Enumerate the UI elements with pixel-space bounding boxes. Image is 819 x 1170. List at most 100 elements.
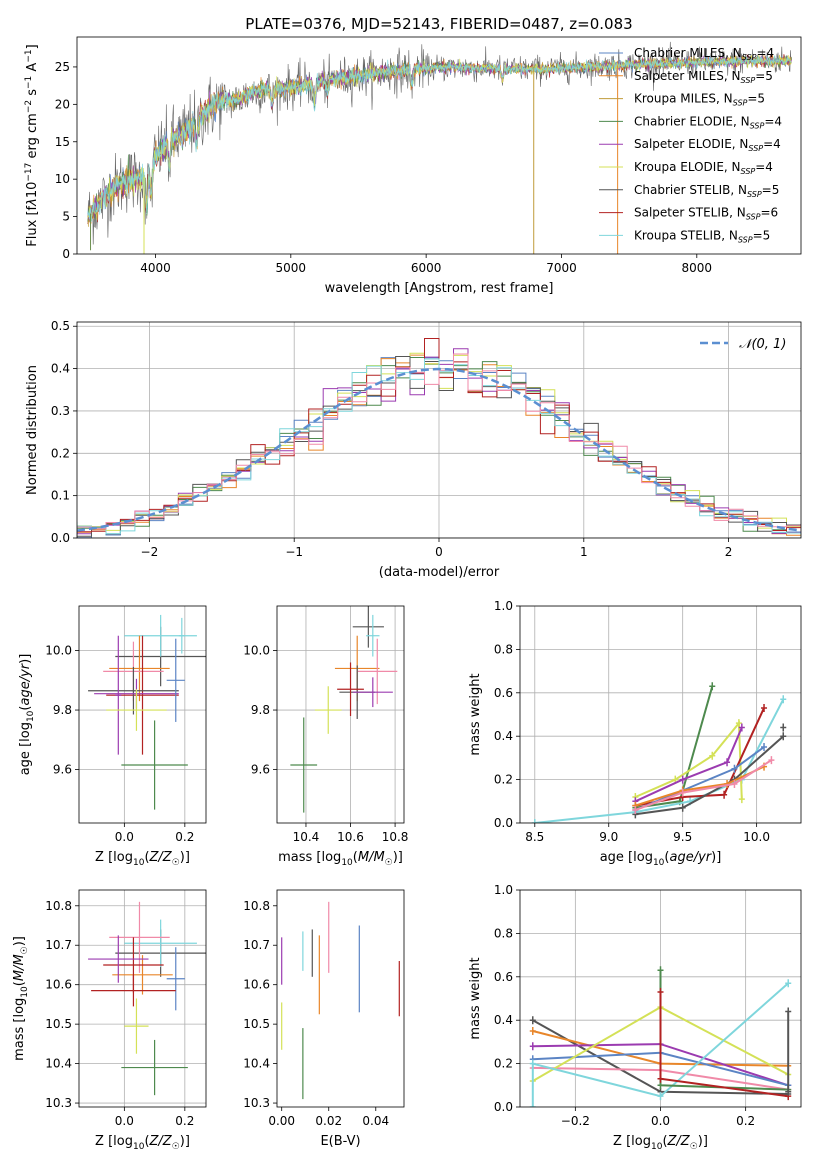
metallicity-weight-marker (529, 1027, 536, 1036)
label-part: 10 (25, 182, 40, 199)
age-metallicity-point (178, 617, 185, 654)
label-part: ☉ (385, 858, 393, 868)
label-part: Z/Z (149, 850, 173, 865)
y-tick-label: 25 (55, 60, 70, 74)
y-tick-label: 10.4 (243, 1057, 270, 1071)
plot-area (520, 890, 801, 1107)
x-axis-label: E(B-V) (320, 1134, 360, 1149)
legend-entry-count: =5 (753, 228, 771, 242)
y-tick-label: 9.8 (251, 703, 270, 717)
label-part: ( (144, 1134, 149, 1149)
age-weight-marker (731, 779, 738, 788)
label-part: Flux [f (25, 205, 40, 246)
age-weight-line (635, 759, 772, 811)
label-part: mass [log (12, 998, 27, 1061)
label-part: )] (18, 654, 33, 664)
age-weight-marker (731, 764, 738, 773)
age-vs-mass-panel: 10.4 10.6 10.8 9.6 9.8 10.0 mass [log10(M/M☉)] (243, 605, 409, 868)
plot-area (520, 606, 801, 823)
x-tick-label: −0.2 (561, 1114, 590, 1128)
mass-metallicity-point (124, 919, 197, 967)
x-tick-label: 0 (435, 545, 443, 559)
x-axis-label: Z [log10(Z/Z☉)] (95, 1134, 190, 1152)
x-tick-label: 10.8 (382, 830, 409, 844)
age-weight-marker (632, 805, 639, 814)
x-axis-label: age [log10(age/yr)] (600, 850, 722, 868)
label-part: ( (662, 1134, 667, 1149)
axes-frame (78, 889, 207, 1108)
y-tick-label: 10.0 (45, 644, 72, 658)
x-axis-label: (data-model)/error (379, 565, 500, 580)
legend-entry-subscript: SSP (742, 53, 757, 62)
legend-entry-subscript: SSP (738, 235, 753, 244)
plot-area (79, 606, 206, 823)
age-weight-marker (721, 790, 728, 799)
label-part: ( (18, 706, 33, 711)
y-tick-label: 9.8 (53, 703, 72, 717)
label-part: M/M (358, 850, 385, 865)
label-part: −17 (24, 163, 34, 182)
legend-entry-subscript: SSP (750, 121, 765, 130)
label-part: age [log (600, 850, 653, 865)
x-axis-label: wavelength [Angstrom, rest frame] (325, 281, 554, 296)
label-part: age/yr (669, 850, 712, 865)
metallicity-weight-marker (529, 1042, 536, 1051)
x-tick-label: 7000 (546, 261, 577, 275)
legend-entry: Salpeter STELIB, NSSP=6 (634, 206, 778, 222)
y-tick-label: 10.7 (45, 938, 72, 952)
age-weight-marker (679, 788, 686, 797)
mass-metallicity-point (88, 935, 149, 983)
y-tick-label: 0.2 (494, 1057, 513, 1071)
age-weight-line (635, 707, 765, 807)
y-tick-label: 10.5 (243, 1017, 270, 1031)
label-part: )] (711, 850, 721, 865)
normal-reference-curve (77, 367, 799, 532)
legend-entry-count: =5 (747, 92, 765, 106)
label-part: −1 (24, 49, 34, 62)
label-part: age [log (18, 722, 33, 775)
x-tick-label: 0.2 (736, 1114, 755, 1128)
age-weight-marker (679, 803, 686, 812)
legend-entry-count: =4 (763, 137, 781, 151)
spectrum-panel: 4000 5000 6000 7000 8000 0 5 10 15 20 25 PLATE=0376… (24, 15, 802, 296)
age-weight-line (635, 735, 784, 816)
axes-frame (519, 605, 802, 824)
label-part: ] (25, 44, 40, 49)
legend-entry: Chabrier ELODIE, NSSP=4 (634, 114, 782, 130)
age-weight-line (635, 765, 765, 807)
label-part: )] (698, 1134, 708, 1149)
x-tick-label: 10.0 (743, 830, 770, 844)
label-part: 10 (20, 986, 30, 998)
y-tick-label: 0.2 (494, 773, 513, 787)
age-weight-marker (735, 719, 742, 728)
label-part: age/yr (18, 662, 33, 705)
axes-frame (276, 605, 405, 824)
legend-entry: Kroupa STELIB, NSSP=5 (634, 228, 770, 244)
age-weight-marker (709, 751, 716, 760)
x-tick-label: 5000 (276, 261, 307, 275)
y-tick-label: 0.4 (494, 1013, 513, 1027)
y-tick-label: 0.1 (51, 489, 70, 503)
y-tick-label: 10.6 (243, 978, 270, 992)
axes-frame (519, 889, 802, 1108)
y-tick-label: 10.0 (243, 644, 270, 658)
x-tick-label: 0.2 (175, 1114, 194, 1128)
x-tick-label: 8000 (682, 261, 713, 275)
y-tick-label: 0.4 (494, 729, 513, 743)
plot-area (87, 41, 792, 254)
y-tick-label: 9.6 (53, 762, 72, 776)
axes-frame (78, 605, 207, 824)
label-part: erg cm (25, 113, 40, 162)
y-tick-label: 10.4 (45, 1057, 72, 1071)
metallicity-weight-marker (657, 987, 664, 996)
axes-frame (76, 36, 802, 255)
x-tick-label: 9.5 (673, 830, 692, 844)
age-weight-marker (780, 723, 787, 732)
x-tick-label: 10.6 (337, 830, 364, 844)
label-part: Z [log (95, 1134, 133, 1149)
y-tick-label: 0.0 (494, 816, 513, 830)
age-vs-metallicity-panel: 0.0 0.29.69.810.0Z [log10(Z/Z☉)]age [log1… (18, 605, 207, 868)
y-tick-label: 1.0 (494, 599, 513, 613)
age-weight-marker (780, 732, 787, 741)
metallicity-weight-line (531, 982, 789, 1107)
